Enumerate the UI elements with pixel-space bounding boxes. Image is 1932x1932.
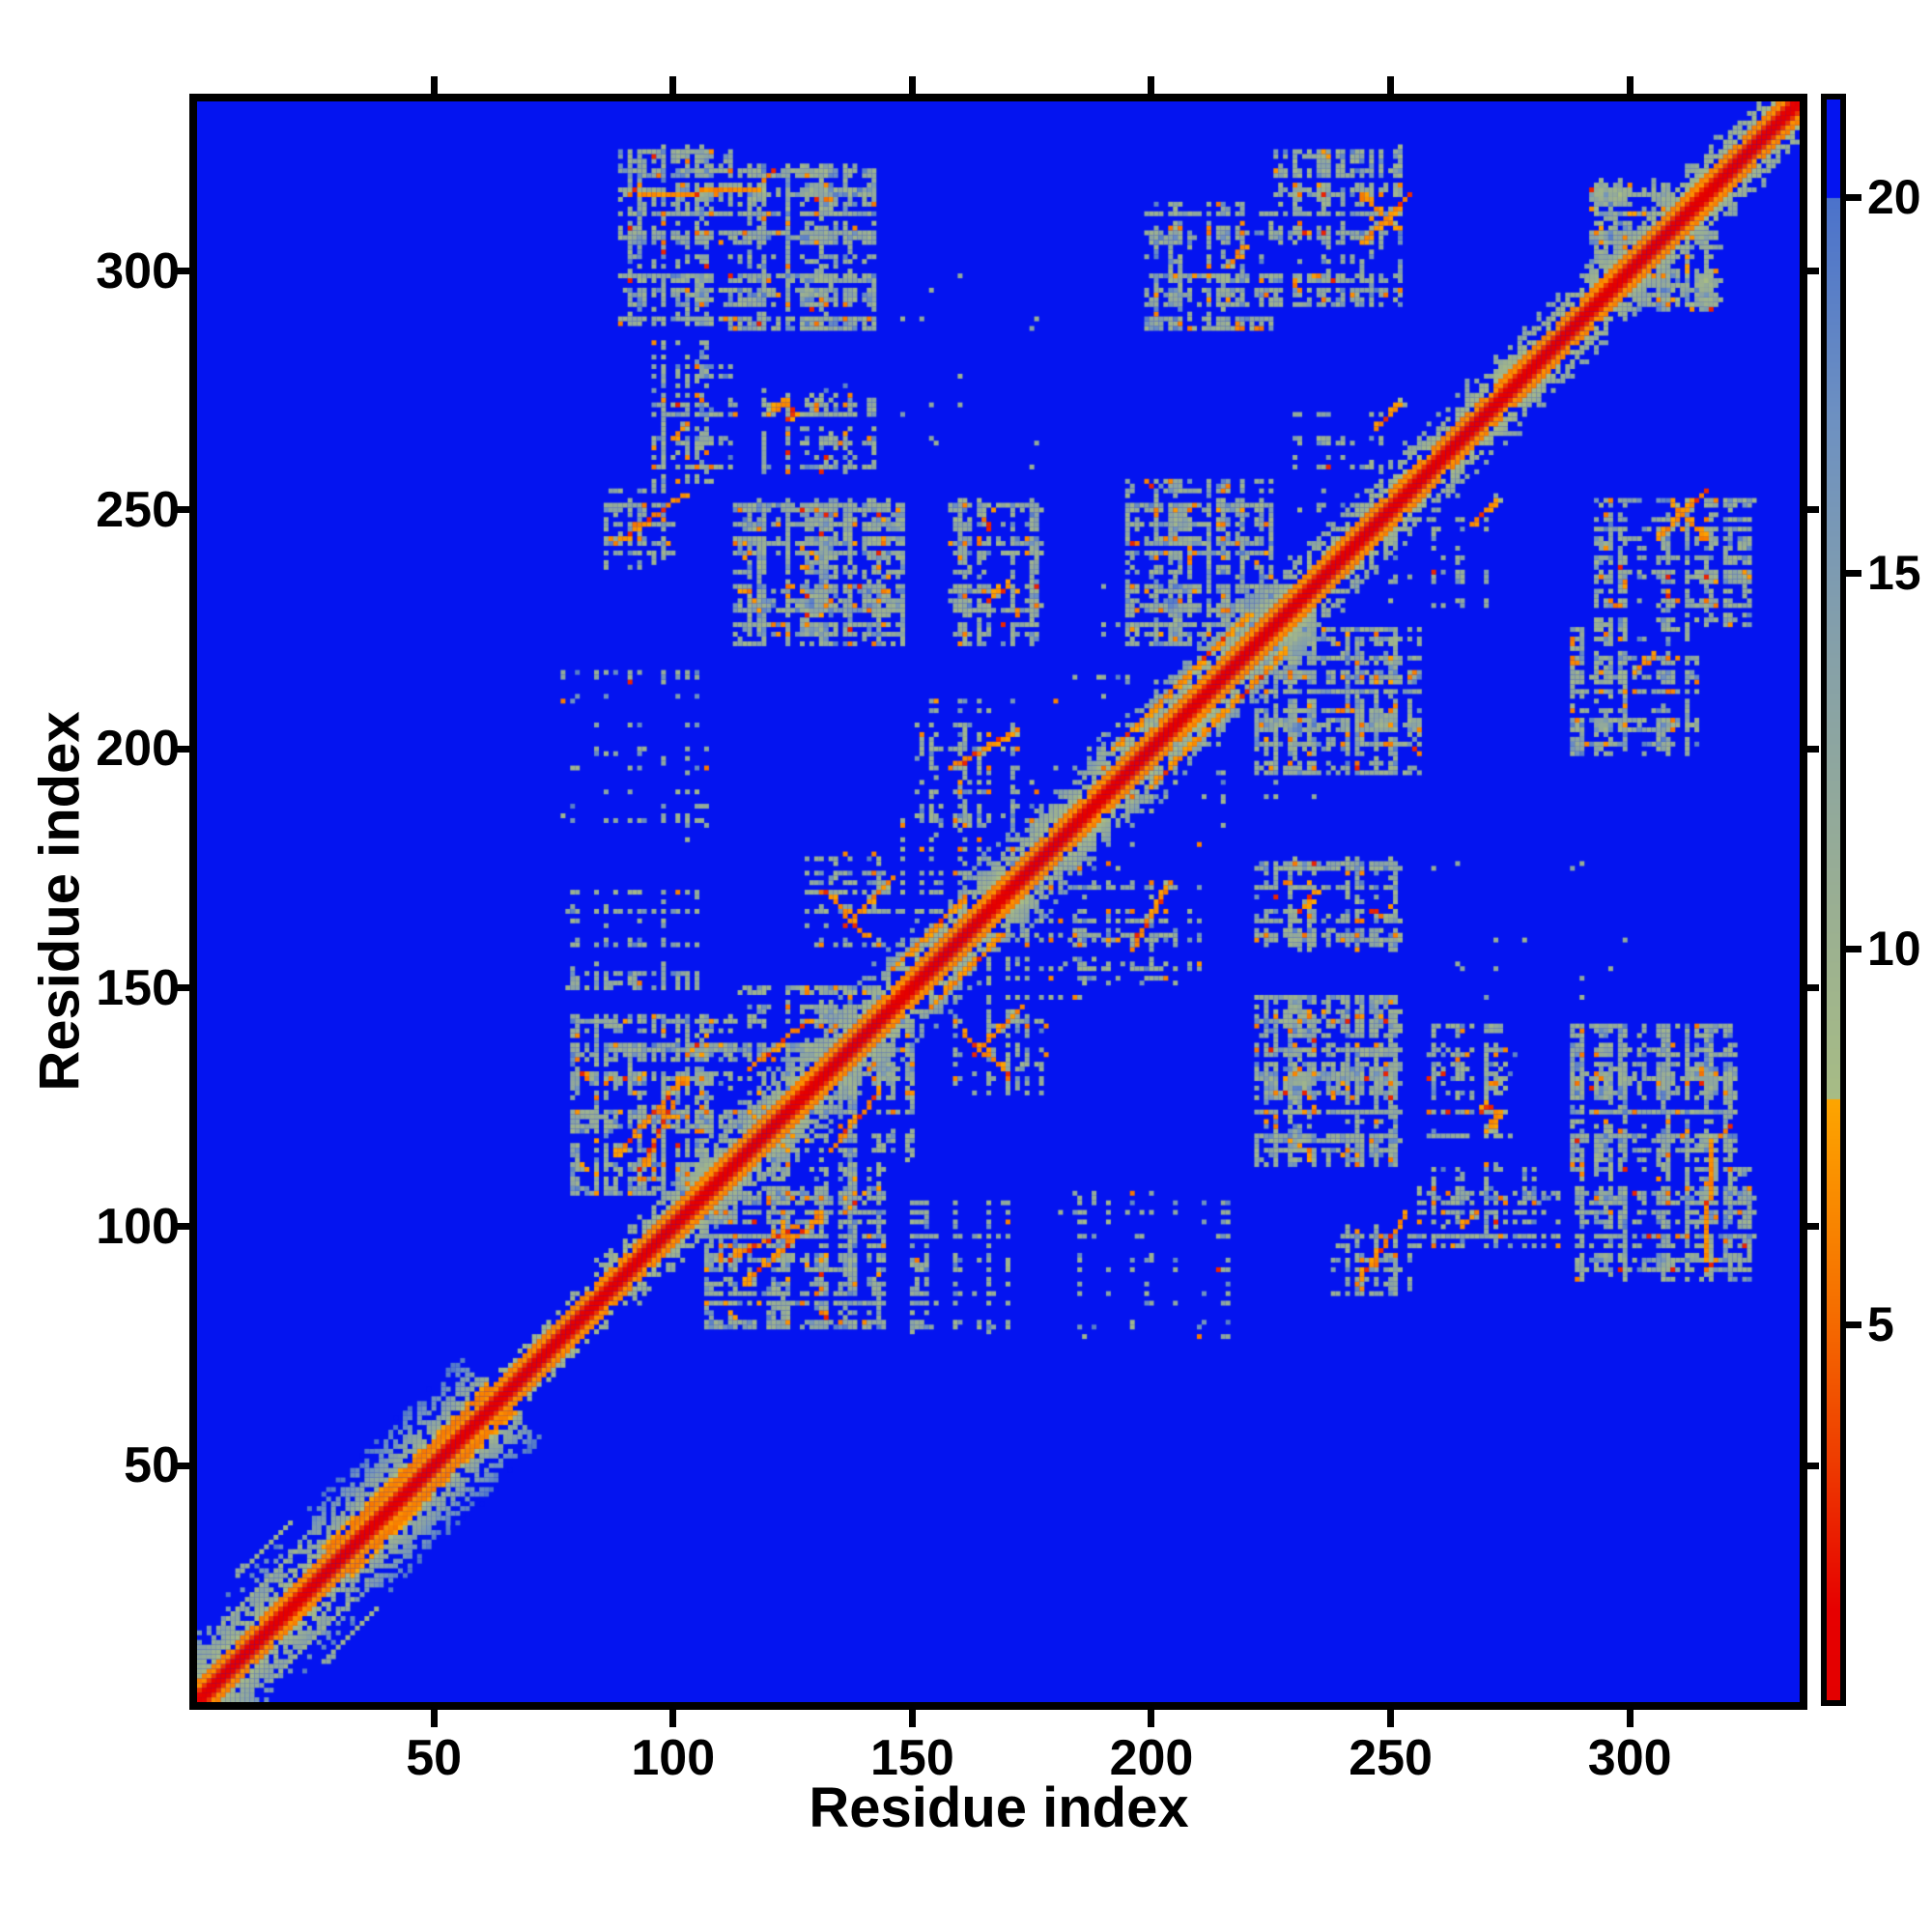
x-tick-label: 100 <box>631 1730 716 1786</box>
x-tick <box>908 1710 916 1727</box>
x-tick <box>1387 76 1395 94</box>
x-tick <box>1148 76 1155 94</box>
colorbar-gradient <box>1827 99 1840 1700</box>
x-tick <box>908 76 916 94</box>
colorbar-tick-label: 10 <box>1867 922 1921 977</box>
y-tick-label: 250 <box>96 481 180 538</box>
heatmap-canvas <box>197 101 1800 1702</box>
x-tick-label: 50 <box>406 1730 463 1786</box>
colorbar-tick-label: 5 <box>1867 1297 1894 1352</box>
y-axis-label: Residue index <box>28 711 92 1092</box>
y-tick-label: 100 <box>96 1198 180 1255</box>
y-tick <box>1807 268 1819 275</box>
y-tick <box>1807 1462 1819 1469</box>
y-tick <box>172 1223 189 1231</box>
colorbar-tick <box>1846 569 1861 577</box>
y-tick <box>172 745 189 753</box>
y-tick <box>1807 1223 1819 1231</box>
y-tick <box>172 984 189 992</box>
x-axis-label: Residue index <box>809 1776 1189 1839</box>
x-tick <box>430 1710 438 1727</box>
x-tick-label: 250 <box>1349 1730 1433 1786</box>
colorbar-tick-label: 15 <box>1867 546 1921 601</box>
colorbar-tick <box>1846 193 1861 201</box>
colorbar-tick-label: 20 <box>1867 170 1921 225</box>
y-tick <box>1807 506 1819 514</box>
x-tick-label: 150 <box>869 1730 954 1786</box>
x-tick <box>669 1710 677 1727</box>
x-tick <box>1387 1710 1395 1727</box>
plot-area <box>189 94 1807 1710</box>
x-tick <box>669 76 677 94</box>
y-tick-label: 200 <box>96 721 180 778</box>
y-tick <box>172 1462 189 1469</box>
y-tick-label: 150 <box>96 959 180 1016</box>
y-tick-label: 50 <box>124 1437 180 1494</box>
colorbar-tick <box>1846 945 1861 952</box>
y-tick <box>172 268 189 275</box>
x-tick-label: 300 <box>1587 1730 1672 1786</box>
x-tick <box>430 76 438 94</box>
colorbar <box>1821 94 1846 1706</box>
y-tick <box>1807 984 1819 992</box>
y-tick-label: 300 <box>96 242 180 299</box>
x-tick <box>1626 1710 1634 1727</box>
x-tick <box>1626 76 1634 94</box>
x-tick <box>1148 1710 1155 1727</box>
colorbar-tick <box>1846 1321 1861 1328</box>
x-tick-label: 200 <box>1109 1730 1194 1786</box>
y-tick <box>1807 745 1819 753</box>
y-tick <box>172 506 189 514</box>
